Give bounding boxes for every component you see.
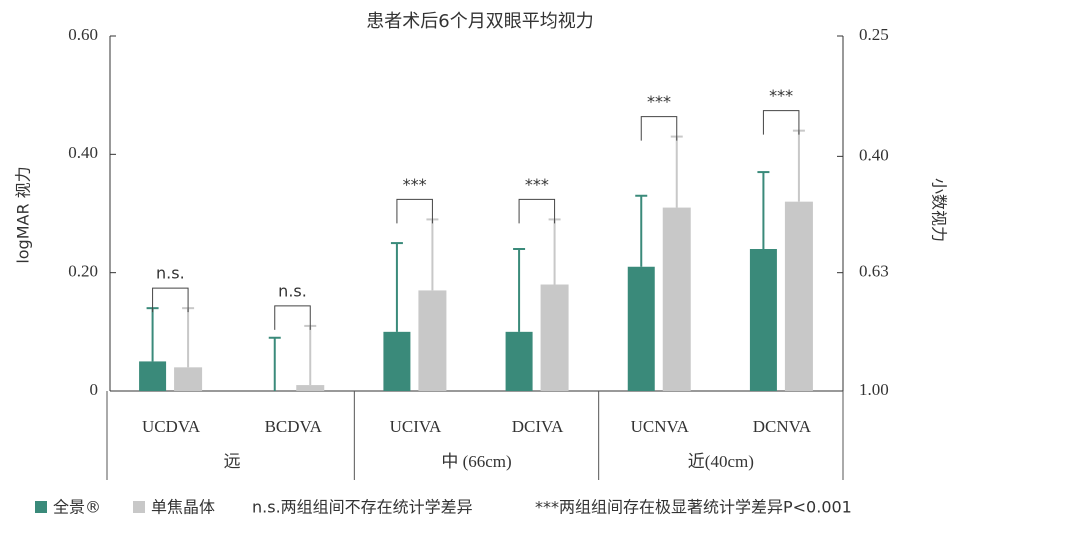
x-tick-label: BCDVA <box>265 417 323 436</box>
y-tick-label: 0.40 <box>68 143 98 162</box>
bar <box>749 249 777 391</box>
x-tick-label: UCNVA <box>631 417 690 436</box>
bar <box>505 331 533 391</box>
legend-swatch <box>133 501 145 513</box>
significance-bracket <box>762 110 800 135</box>
y2-tick-label: 0.25 <box>859 25 889 44</box>
legend-label: 单焦晶体 <box>151 498 215 517</box>
group-label: 近(40cm) <box>688 452 754 471</box>
significance-label: *** <box>525 175 549 194</box>
bar <box>418 290 447 391</box>
y-tick-label: 0 <box>90 380 99 399</box>
y2-tick-label: 0.40 <box>859 145 889 164</box>
bar <box>174 367 203 391</box>
significance-label: n.s. <box>278 281 307 300</box>
chart-title: 患者术后6个月双眼平均视力 <box>366 11 593 32</box>
x-tick-label: DCIVA <box>512 417 564 436</box>
legend-label: 全景® <box>53 498 101 517</box>
significance-bracket <box>518 198 556 224</box>
bar <box>139 361 167 391</box>
y2-tick-label: 1.00 <box>859 380 889 399</box>
note: ***两组组间存在极显著统计学差异P<0.001 <box>535 498 852 517</box>
y-axis-label: logMAR 视力 <box>14 166 33 263</box>
y2-tick-label: 0.63 <box>859 262 889 281</box>
significance-bracket <box>396 198 433 224</box>
significance-bracket <box>152 287 189 313</box>
y-tick-label: 0.20 <box>68 262 98 281</box>
significance-bracket <box>640 116 678 141</box>
x-tick-label: UCDVA <box>142 417 201 436</box>
bar <box>383 331 411 391</box>
significance-label: *** <box>647 92 671 111</box>
group-label: 远 <box>224 452 241 471</box>
bar <box>784 201 813 391</box>
bar <box>540 284 569 391</box>
x-tick-label: DCNVA <box>753 417 812 436</box>
y2-axis-label: 小数视力 <box>930 178 949 242</box>
significance-label: *** <box>769 86 793 105</box>
bar <box>662 207 691 391</box>
significance-bracket <box>274 305 311 330</box>
note: n.s.两组组间不存在统计学差异 <box>252 498 473 517</box>
bar <box>627 266 655 391</box>
significance-label: *** <box>403 175 427 194</box>
bar <box>296 385 325 391</box>
x-tick-label: UCIVA <box>390 417 442 436</box>
group-label: 中 (66cm) <box>441 452 511 471</box>
significance-label: n.s. <box>156 264 185 283</box>
legend-swatch <box>35 501 47 513</box>
y-tick-label: 0.60 <box>68 25 98 44</box>
